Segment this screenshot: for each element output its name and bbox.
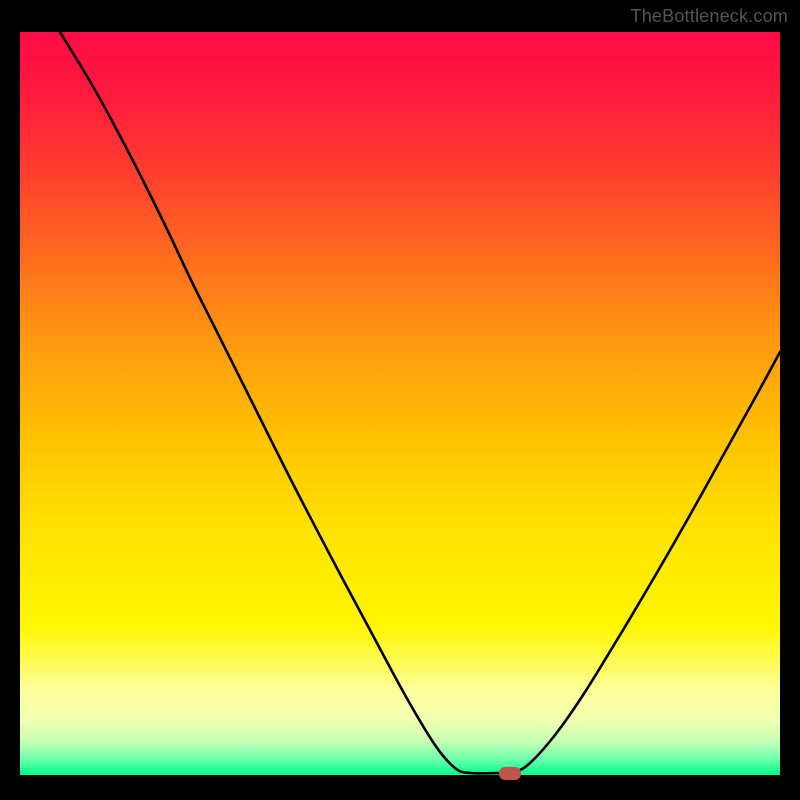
chart-container: TheBottleneck.com — [0, 0, 800, 800]
bottleneck-curve — [60, 32, 780, 773]
curve-layer — [0, 0, 800, 800]
optimal-point-marker — [499, 767, 521, 780]
